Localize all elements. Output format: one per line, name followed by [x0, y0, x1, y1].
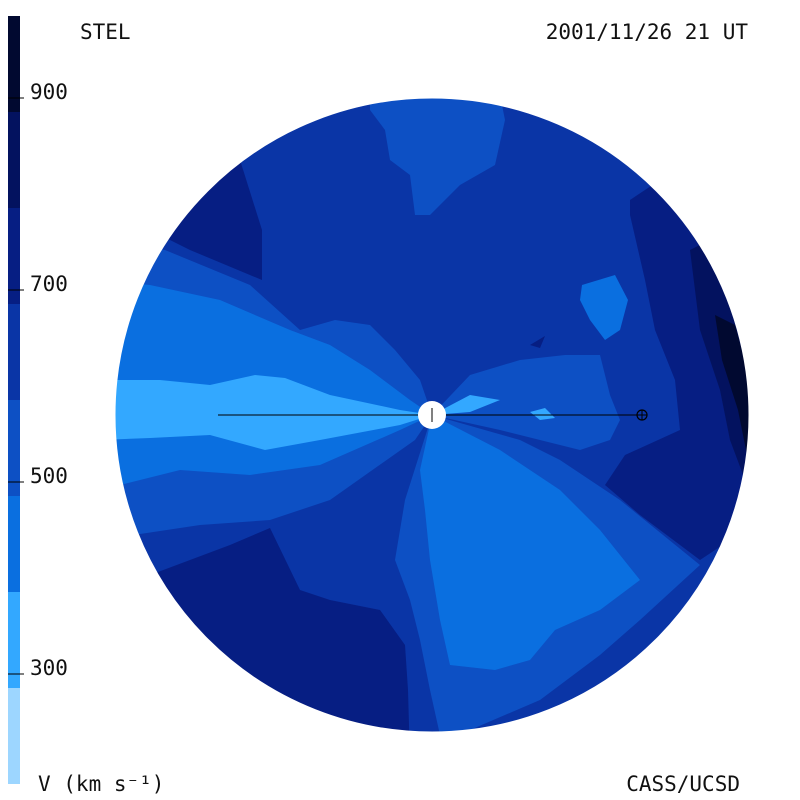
observatory-label: STEL [80, 20, 131, 44]
earth-icon [636, 409, 648, 421]
timestamp-label: 2001/11/26 21 UT [545, 20, 748, 44]
region-upper-plume [370, 98, 505, 215]
region-right-spark [530, 408, 555, 420]
credit-label: CASS/UCSD [626, 772, 740, 796]
colorbar-tick-label-900: 900 [30, 80, 68, 104]
colorbar-level-200 [8, 688, 20, 784]
region-upper-left [150, 160, 262, 280]
colorbar-level-600 [8, 304, 20, 400]
region-right-darkest [715, 315, 749, 460]
disk-outline [114, 97, 750, 733]
region-lower-inner [420, 415, 640, 670]
region-right-spot [580, 275, 628, 340]
region-right-wedge [432, 355, 620, 450]
region-left-lightest [115, 375, 432, 450]
colorbar-level-900 [8, 16, 20, 112]
colorbar-level-400 [8, 496, 20, 592]
colorbar-level-500 [8, 400, 20, 496]
colorbar-level-300 [8, 592, 20, 688]
colorbar-tick-label-700: 700 [30, 272, 68, 296]
colorbar: 300 500 700 900 [8, 16, 68, 784]
colorbar-level-700 [8, 208, 20, 304]
colorbar-unit-label: V (km s⁻¹) [38, 772, 165, 796]
region-right-streak [432, 395, 500, 415]
colorbar-tick-label-500: 500 [30, 464, 68, 488]
colorbar-level-800 [8, 112, 20, 208]
region-fleck [530, 336, 545, 348]
colorbar-tick-label-300: 300 [30, 656, 68, 680]
